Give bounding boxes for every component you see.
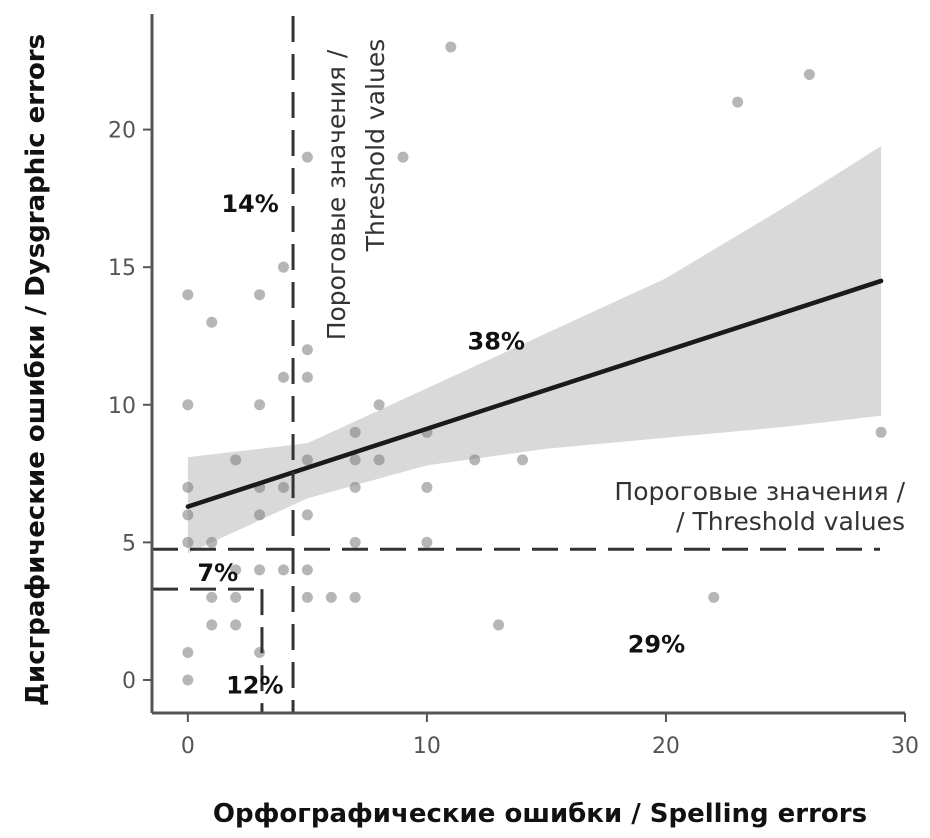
data-point bbox=[230, 591, 242, 603]
data-point bbox=[493, 619, 505, 631]
regression-line bbox=[185, 278, 884, 509]
data-point bbox=[349, 426, 361, 438]
data-point bbox=[301, 344, 313, 356]
y-tick-label: 5 bbox=[122, 531, 136, 556]
data-point bbox=[803, 69, 815, 81]
data-point bbox=[182, 509, 194, 521]
data-point bbox=[875, 426, 887, 438]
data-point bbox=[301, 454, 313, 466]
quadrant-percent-label: 7% bbox=[197, 559, 238, 587]
data-point bbox=[421, 536, 433, 548]
data-point bbox=[182, 536, 194, 548]
data-point bbox=[301, 509, 313, 521]
vertical-threshold-label-line-1: Пороговые значения / bbox=[322, 49, 351, 340]
x-tick-label: 30 bbox=[891, 734, 919, 759]
data-point bbox=[301, 591, 313, 603]
threshold-lines-layer bbox=[152, 16, 880, 713]
data-point bbox=[254, 509, 266, 521]
data-point bbox=[277, 481, 289, 493]
data-point bbox=[277, 371, 289, 383]
data-points-layer bbox=[182, 41, 887, 686]
quadrant-percent-label: 38% bbox=[468, 328, 525, 356]
quadrant-percent-label: 29% bbox=[628, 630, 685, 658]
data-point bbox=[206, 316, 218, 328]
data-point bbox=[301, 151, 313, 163]
data-point bbox=[182, 481, 194, 493]
data-point bbox=[373, 454, 385, 466]
data-point bbox=[325, 591, 337, 603]
data-point bbox=[349, 454, 361, 466]
data-point bbox=[732, 96, 744, 108]
x-axis-title: Орфографические ошибки / Spelling errors bbox=[213, 799, 867, 829]
data-point bbox=[206, 536, 218, 548]
y-tick-label: 10 bbox=[108, 394, 136, 419]
data-point bbox=[206, 619, 218, 631]
data-point bbox=[397, 151, 409, 163]
data-point bbox=[421, 481, 433, 493]
horizontal-threshold-label-line-1: Пороговые значения / bbox=[614, 477, 905, 506]
data-point bbox=[277, 564, 289, 576]
data-point bbox=[182, 289, 194, 301]
data-point bbox=[230, 619, 242, 631]
data-point bbox=[254, 564, 266, 576]
data-point bbox=[230, 564, 242, 576]
data-point bbox=[206, 591, 218, 603]
data-point bbox=[182, 646, 194, 658]
horizontal-threshold-label-line-2: / Threshold values bbox=[676, 507, 905, 536]
quadrant-percent-label: 14% bbox=[221, 190, 278, 218]
data-point bbox=[349, 591, 361, 603]
y-axis-title: Дисграфические ошибки / Dysgraphic error… bbox=[21, 34, 51, 706]
data-point bbox=[254, 399, 266, 411]
data-point bbox=[182, 399, 194, 411]
data-point bbox=[277, 261, 289, 273]
y-tick-label: 20 bbox=[108, 119, 136, 144]
data-point bbox=[469, 454, 481, 466]
data-point bbox=[230, 454, 242, 466]
data-point bbox=[708, 591, 720, 603]
data-point bbox=[373, 399, 385, 411]
data-point bbox=[301, 564, 313, 576]
data-point bbox=[517, 454, 529, 466]
tick-layer: 0 10 20 30 0 5 10 15 20 bbox=[108, 119, 919, 759]
data-point bbox=[182, 674, 194, 686]
data-point bbox=[254, 289, 266, 301]
data-point bbox=[301, 371, 313, 383]
quadrant-percent-labels: 14% 38% 7% 29% 12% bbox=[197, 190, 685, 700]
data-point bbox=[349, 481, 361, 493]
regression-line-layer bbox=[185, 278, 884, 509]
x-tick-label: 0 bbox=[181, 734, 195, 759]
y-tick-label: 0 bbox=[122, 669, 136, 694]
vertical-threshold-label-line-2: Threshold values bbox=[361, 39, 390, 252]
data-point bbox=[445, 41, 457, 53]
quadrant-percent-label: 12% bbox=[226, 672, 283, 700]
data-point bbox=[349, 536, 361, 548]
x-tick-label: 20 bbox=[652, 734, 680, 759]
x-tick-label: 10 bbox=[413, 734, 441, 759]
y-tick-label: 15 bbox=[108, 256, 136, 281]
